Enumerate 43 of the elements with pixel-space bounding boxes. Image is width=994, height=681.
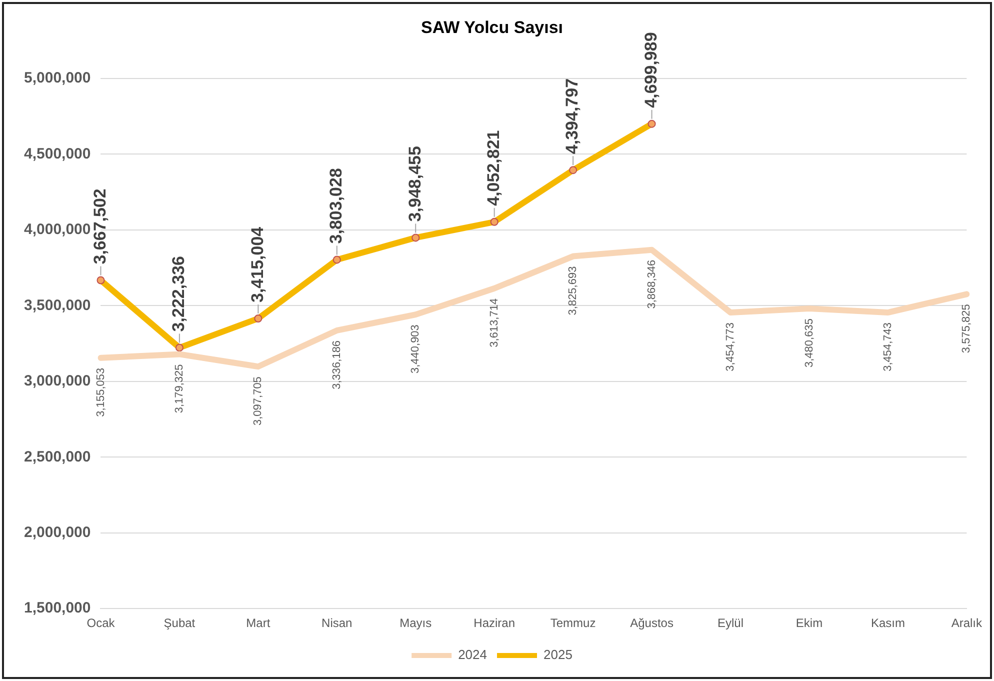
- data-label: 3,097,705: [252, 376, 264, 426]
- x-tick-label: Mayıs: [400, 616, 432, 630]
- data-label: 3,948,455: [405, 146, 424, 222]
- data-label: 3,336,186: [330, 340, 343, 390]
- data-label: 3,454,743: [882, 322, 894, 372]
- data-label: 4,699,989: [641, 32, 660, 108]
- data-label: 3,179,325: [173, 364, 186, 414]
- x-tick-label: Kasım: [870, 616, 905, 630]
- data-label: 3,454,773: [724, 322, 737, 372]
- y-tick-label: 1,500,000: [24, 600, 91, 617]
- data-label: 3,825,693: [567, 266, 580, 316]
- data-label: 3,667,502: [90, 188, 110, 264]
- x-tick-label: Ağustos: [630, 616, 674, 630]
- data-label: 4,052,821: [484, 130, 504, 206]
- y-tick-label: 4,000,000: [24, 221, 91, 238]
- y-tick-label: 3,000,000: [24, 372, 91, 390]
- data-label: 3,155,053: [94, 368, 107, 417]
- y-tick-label: 3,500,000: [24, 296, 91, 314]
- legend-label: 2025: [544, 647, 572, 662]
- data-label: 4,394,797: [562, 78, 582, 154]
- x-tick-label: Ekim: [796, 616, 823, 630]
- x-tick-label: Ocak: [86, 616, 116, 630]
- data-label: 3,868,346: [646, 260, 658, 309]
- legend-label: 2024: [458, 647, 487, 662]
- data-label: 3,222,336: [169, 256, 188, 332]
- x-tick-label: Eylül: [717, 616, 744, 630]
- data-label: 3,613,714: [488, 298, 500, 348]
- y-tick-label: 2,000,000: [24, 524, 91, 541]
- x-tick-label: Şubat: [164, 616, 196, 630]
- x-tick-label: Aralık: [951, 616, 983, 630]
- chart-title: SAW Yolcu Sayısı: [420, 18, 564, 37]
- y-tick-label: 2,500,000: [24, 448, 91, 466]
- data-label: 3,415,004: [248, 226, 267, 303]
- data-label: 3,440,903: [410, 324, 422, 374]
- y-tick-label: 4,500,000: [24, 145, 91, 162]
- y-tick-label: 5,000,000: [24, 70, 91, 87]
- data-label: 3,480,635: [803, 318, 816, 368]
- x-tick-label: Mart: [246, 616, 271, 630]
- x-tick-label: Temmuz: [550, 616, 596, 630]
- x-tick-label: Nisan: [322, 616, 352, 630]
- x-tick-label: Haziran: [474, 616, 516, 630]
- data-label: 3,803,028: [326, 168, 346, 244]
- data-label: 3,575,825: [960, 304, 973, 354]
